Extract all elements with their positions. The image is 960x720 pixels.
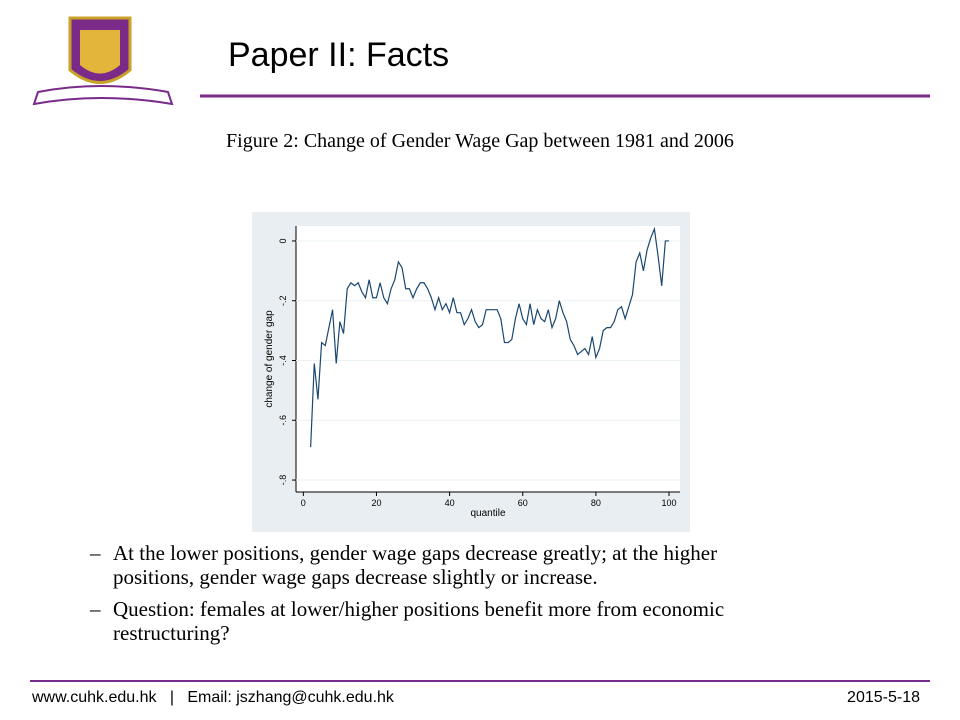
bullet-line: restructuring? <box>113 621 230 645</box>
y-axis-label: change of gender gap <box>264 310 275 408</box>
bullet-dash: – <box>89 541 101 565</box>
bullet-line: At the lower positions, gender wage gaps… <box>113 541 717 565</box>
x-tick-label: 80 <box>591 498 601 508</box>
chart: -.8 -.6 -.4 -.2 0 0 20 40 60 80 100 <box>278 226 680 508</box>
y-tick-label: -.2 <box>278 295 288 306</box>
slide-title: Paper II: Facts <box>228 36 449 74</box>
footer-left: www.cuhk.edu.hk | Email: jszhang@cuhk.ed… <box>31 689 395 706</box>
figure-caption: Figure 2: Change of Gender Wage Gap betw… <box>226 130 734 152</box>
logo <box>32 16 174 106</box>
bullet-dash: – <box>89 597 101 621</box>
y-tick-label: -.6 <box>278 415 288 426</box>
y-tick-label: 0 <box>278 238 288 243</box>
x-tick-label: 100 <box>662 498 677 508</box>
footer-right: 2015-5-18 <box>847 689 920 706</box>
data-line <box>310 226 670 448</box>
x-tick-label: 60 <box>518 498 528 508</box>
x-tick-label: 20 <box>371 498 381 508</box>
plot-area <box>296 226 680 492</box>
y-tick-label: -.4 <box>278 355 288 366</box>
y-tick-label: -.8 <box>278 475 288 486</box>
bullet-line: positions, gender wage gaps decrease sli… <box>113 565 598 589</box>
x-tick-label: 40 <box>445 498 455 508</box>
x-tick-label: 0 <box>301 498 306 508</box>
bullet-line: Question: females at lower/higher positi… <box>113 597 724 621</box>
x-axis-label: quantile <box>470 508 505 519</box>
